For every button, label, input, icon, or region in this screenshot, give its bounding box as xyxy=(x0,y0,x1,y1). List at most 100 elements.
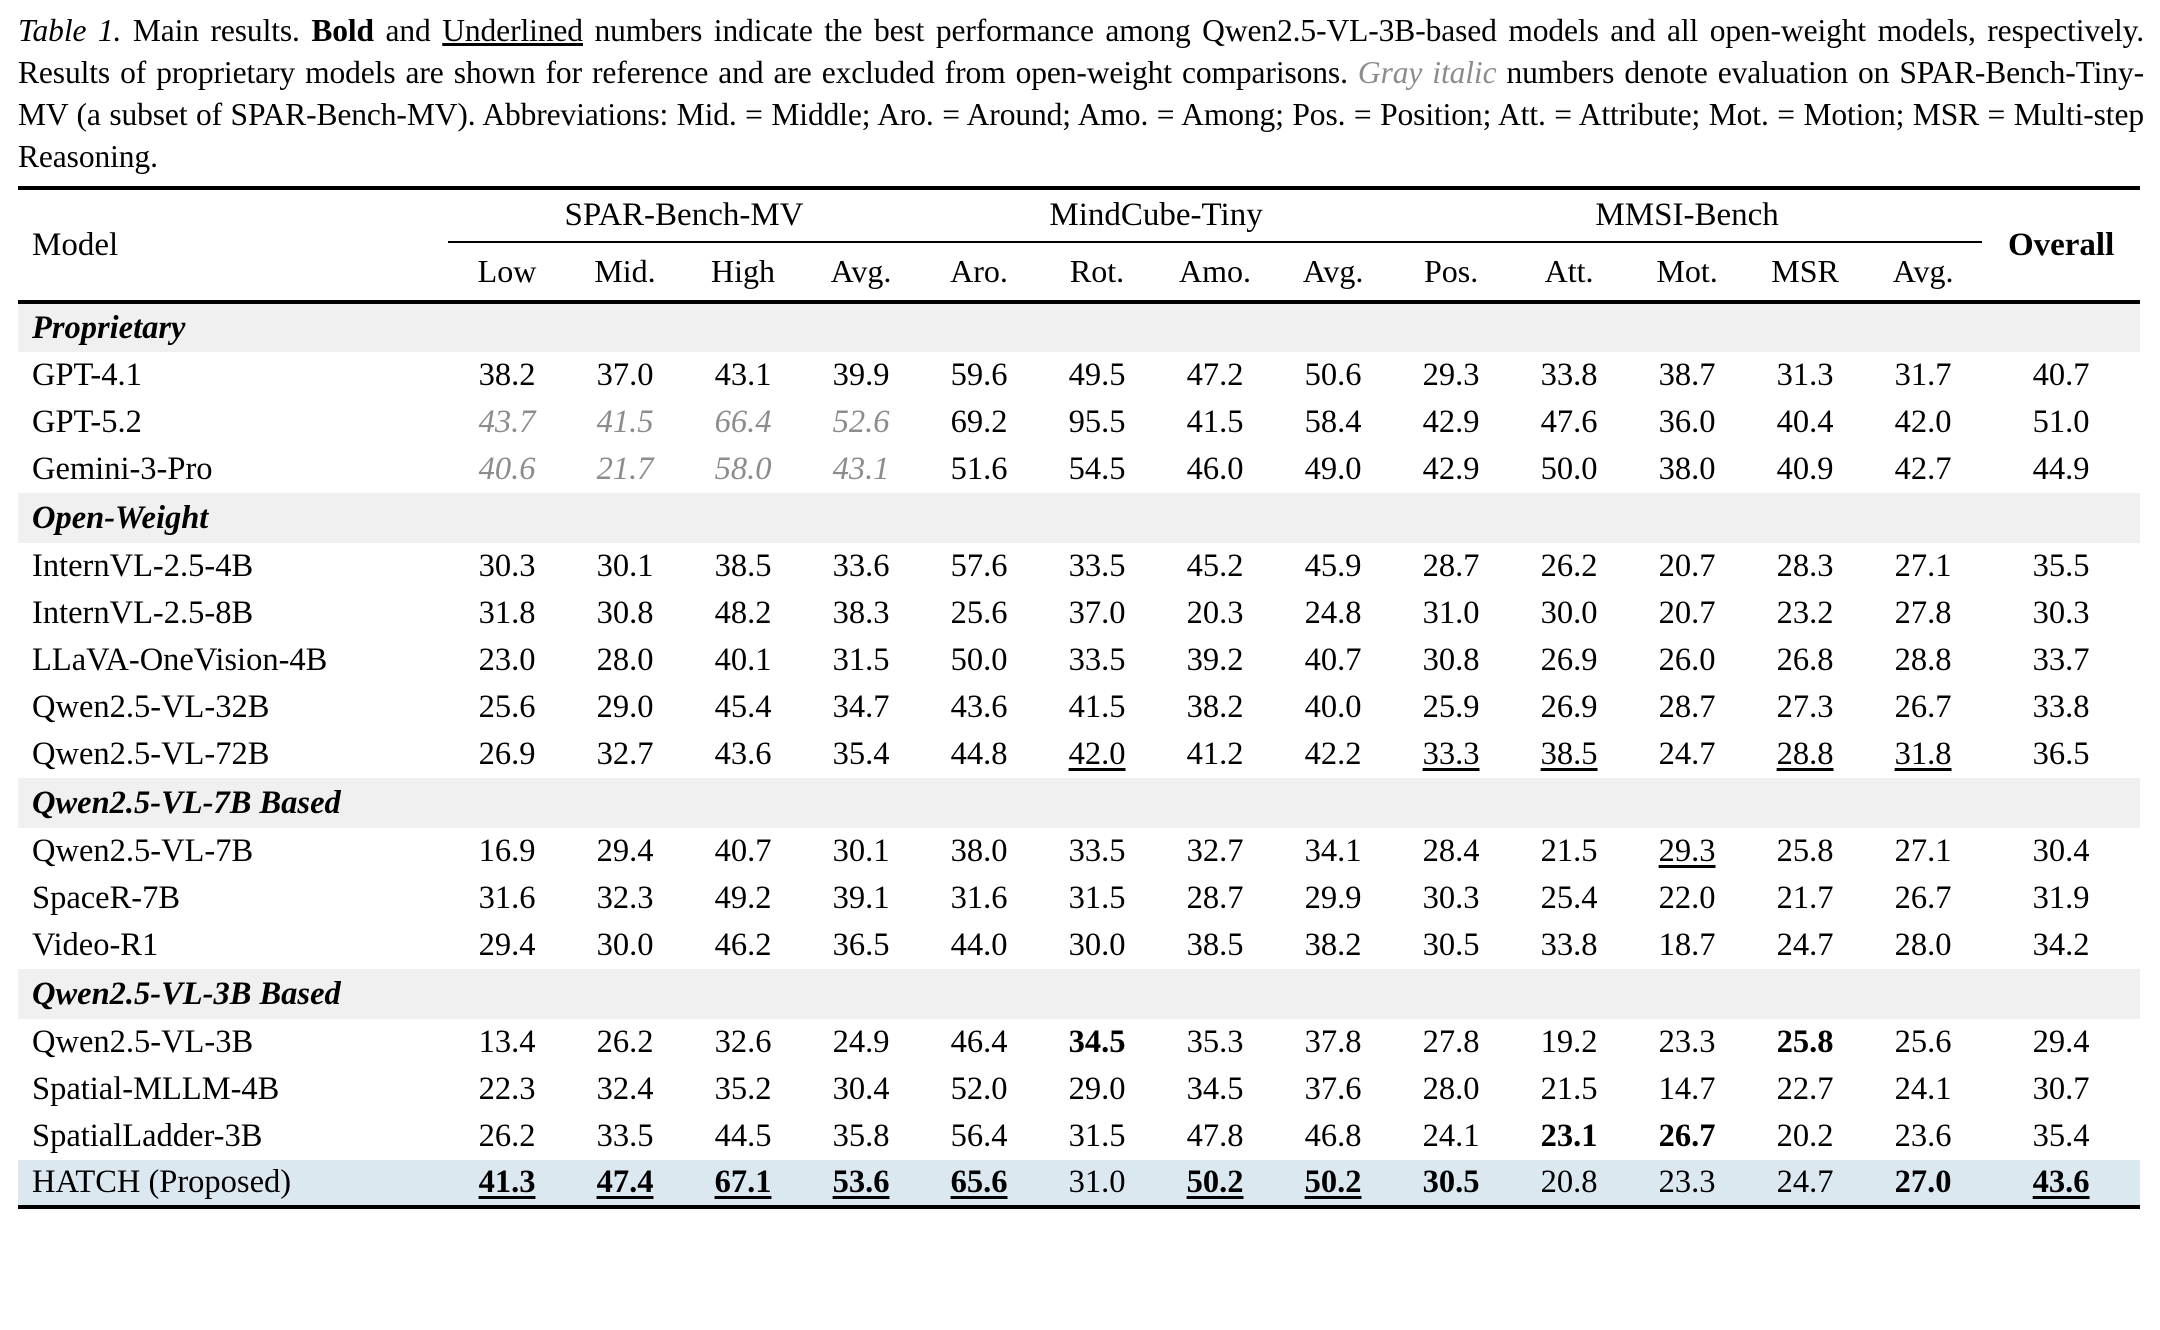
metric-cell: 40.6 xyxy=(448,446,566,493)
metric-cell: 42.9 xyxy=(1392,399,1510,446)
metric-value: 42.2 xyxy=(1304,736,1362,772)
metric-cell: 21.5 xyxy=(1510,1066,1628,1113)
metric-value: 46.8 xyxy=(1304,1118,1362,1154)
metric-cell: 24.9 xyxy=(802,1019,920,1066)
metric-cell: 30.8 xyxy=(1392,637,1510,684)
metric-cell: 43.7 xyxy=(448,399,566,446)
metric-value: 95.5 xyxy=(1068,404,1126,440)
header-spar-low: Low xyxy=(477,253,537,289)
metric-cell: 26.9 xyxy=(1510,684,1628,731)
header-model: Model xyxy=(32,226,119,263)
metric-value: 30.5 xyxy=(1422,1164,1480,1200)
metric-cell: 23.6 xyxy=(1864,1113,1982,1160)
metric-cell: 47.6 xyxy=(1510,399,1628,446)
table-row: Qwen2.5-VL-3B 13.4 26.2 32.6 24.9 46.4 34.5 35.… xyxy=(18,1019,2140,1066)
metric-value: 22.0 xyxy=(1658,880,1716,916)
metric-cell: 49.2 xyxy=(684,875,802,922)
main-results-table: Model SPAR-Bench-MV MindCube-Tiny MMSI-B… xyxy=(18,186,2141,1209)
metric-value: 24.7 xyxy=(1658,736,1716,772)
metric-value: 23.3 xyxy=(1658,1024,1716,1060)
metric-cell: 40.7 xyxy=(684,828,802,875)
header-mmsi-avg: Avg. xyxy=(1892,253,1954,289)
metric-value: 50.0 xyxy=(950,642,1008,678)
metric-cell: 24.7 xyxy=(1628,731,1746,778)
metric-value: 48.2 xyxy=(714,595,772,631)
metric-value: 40.4 xyxy=(1776,404,1834,440)
metric-cell: 46.4 xyxy=(920,1019,1038,1066)
metric-cell: 28.8 xyxy=(1864,637,1982,684)
metric-cell: 41.3 xyxy=(448,1160,566,1207)
metric-cell: 44.5 xyxy=(684,1113,802,1160)
metric-value: 65.6 xyxy=(950,1164,1008,1200)
metric-cell: 28.3 xyxy=(1746,543,1864,590)
header-mmsi-mot: Mot. xyxy=(1656,253,1718,289)
table-row: Qwen2.5-VL-7B 16.9 29.4 40.7 30.1 38.0 33.5 32.… xyxy=(18,828,2140,875)
metric-value: 25.8 xyxy=(1776,833,1834,869)
metric-cell: 33.6 xyxy=(802,543,920,590)
metric-cell: 51.0 xyxy=(1982,399,2140,446)
section-header-row: Qwen2.5-VL-3B Based xyxy=(18,969,2141,1019)
metric-cell: 23.3 xyxy=(1628,1019,1746,1066)
header-mc-aro: Aro. xyxy=(950,253,1008,289)
metric-cell: 30.4 xyxy=(802,1066,920,1113)
metric-cell: 26.0 xyxy=(1628,637,1746,684)
metric-cell: 48.2 xyxy=(684,590,802,637)
metric-cell: 32.6 xyxy=(684,1019,802,1066)
metric-value: 31.7 xyxy=(1894,357,1952,393)
metric-cell: 38.5 xyxy=(684,543,802,590)
metric-cell: 34.5 xyxy=(1038,1019,1156,1066)
header-mc-amo: Amo. xyxy=(1179,253,1252,289)
metric-value: 33.8 xyxy=(2032,689,2090,725)
metric-value: 30.1 xyxy=(596,548,654,584)
metric-value: 69.2 xyxy=(950,404,1008,440)
metric-value: 38.5 xyxy=(1186,927,1244,963)
metric-value: 44.5 xyxy=(714,1118,772,1154)
header-overall: Overall xyxy=(2007,226,2115,263)
model-name-cell: Video-R1 xyxy=(32,927,159,963)
caption-part3: numbers indicate the best performance am… xyxy=(18,13,2145,90)
metric-value: 22.7 xyxy=(1776,1071,1834,1107)
metric-cell: 34.5 xyxy=(1156,1066,1274,1113)
caption-table-label: Table 1. xyxy=(18,13,122,48)
metric-value: 31.5 xyxy=(832,642,890,678)
caption-gray-italic-word: Gray italic xyxy=(1357,55,1497,90)
metric-cell: 28.8 xyxy=(1746,731,1864,778)
section-header-row: Open-Weight xyxy=(18,493,2141,543)
metric-cell: 30.3 xyxy=(1982,590,2140,637)
metric-cell: 31.5 xyxy=(1038,1113,1156,1160)
metric-cell: 26.7 xyxy=(1864,875,1982,922)
metric-value: 31.8 xyxy=(478,595,536,631)
metric-value: 25.6 xyxy=(1894,1024,1952,1060)
header-spar-mid: Mid. xyxy=(594,253,656,289)
section-label: Qwen2.5-VL-3B Based xyxy=(18,969,2141,1019)
metric-cell: 44.8 xyxy=(920,731,1038,778)
metric-cell: 38.2 xyxy=(1156,684,1274,731)
metric-cell: 22.0 xyxy=(1628,875,1746,922)
metric-value: 28.0 xyxy=(1894,927,1952,963)
metric-cell: 33.8 xyxy=(1510,352,1628,399)
table-row: GPT-5.2 43.7 41.5 66.4 52.6 69.2 95.5 41.5 58.4 4… xyxy=(18,399,2140,446)
metric-cell: 58.4 xyxy=(1274,399,1392,446)
metric-cell: 31.9 xyxy=(1982,875,2140,922)
metric-value: 33.5 xyxy=(596,1118,654,1154)
metric-cell: 43.6 xyxy=(920,684,1038,731)
metric-cell: 28.0 xyxy=(1392,1066,1510,1113)
metric-value: 45.9 xyxy=(1304,548,1362,584)
metric-cell: 41.5 xyxy=(1038,684,1156,731)
metric-cell: 27.8 xyxy=(1392,1019,1510,1066)
metric-cell: 40.7 xyxy=(1982,352,2140,399)
metric-cell: 39.1 xyxy=(802,875,920,922)
metric-cell: 46.0 xyxy=(1156,446,1274,493)
metric-value: 36.5 xyxy=(832,927,890,963)
metric-value: 35.4 xyxy=(2032,1118,2090,1154)
metric-cell: 37.0 xyxy=(566,352,684,399)
metric-value: 46.4 xyxy=(950,1024,1008,1060)
section-label: Qwen2.5-VL-7B Based xyxy=(18,778,2141,828)
metric-value: 24.1 xyxy=(1894,1071,1952,1107)
metric-value: 24.9 xyxy=(832,1024,890,1060)
metric-cell: 45.9 xyxy=(1274,543,1392,590)
metric-cell: 47.2 xyxy=(1156,352,1274,399)
metric-value: 39.2 xyxy=(1186,642,1244,678)
metric-cell: 21.7 xyxy=(1746,875,1864,922)
metric-value: 27.8 xyxy=(1422,1024,1480,1060)
